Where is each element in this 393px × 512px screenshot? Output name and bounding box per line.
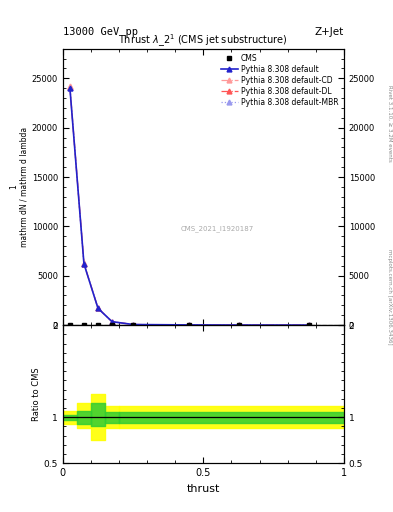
X-axis label: thrust: thrust — [187, 484, 220, 494]
Pythia 8.308 default-MBR — [68, 84, 72, 91]
Line: CMS: CMS — [68, 323, 311, 328]
Text: 13000 GeV pp: 13000 GeV pp — [63, 27, 138, 37]
CMS — [82, 322, 86, 328]
Pythia 8.308 default-DL — [307, 322, 311, 328]
Text: mcplots.cern.ch [arXiv:1306.3436]: mcplots.cern.ch [arXiv:1306.3436] — [387, 249, 392, 345]
Pythia 8.308 default-DL — [131, 322, 136, 328]
Title: Thrust $\lambda\_2^1$ (CMS jet substructure): Thrust $\lambda\_2^1$ (CMS jet substruct… — [118, 32, 288, 49]
Pythia 8.308 default — [131, 322, 136, 328]
Legend: CMS, Pythia 8.308 default, Pythia 8.308 default-CD, Pythia 8.308 default-DL, Pyt: CMS, Pythia 8.308 default, Pythia 8.308 … — [220, 52, 340, 108]
CMS — [95, 322, 100, 328]
Text: Z+Jet: Z+Jet — [315, 27, 344, 37]
Pythia 8.308 default — [307, 322, 311, 328]
Pythia 8.308 default — [236, 322, 241, 328]
Pythia 8.308 default-CD — [131, 322, 136, 328]
Pythia 8.308 default-CD — [82, 260, 86, 266]
Pythia 8.308 default-CD — [187, 322, 192, 328]
Pythia 8.308 default-DL — [82, 261, 86, 267]
Pythia 8.308 default-CD — [110, 318, 114, 325]
Line: Pythia 8.308 default: Pythia 8.308 default — [68, 86, 311, 328]
Line: Pythia 8.308 default-DL: Pythia 8.308 default-DL — [68, 84, 311, 328]
Pythia 8.308 default-CD — [307, 322, 311, 328]
Pythia 8.308 default — [110, 318, 114, 325]
Pythia 8.308 default — [95, 305, 100, 311]
Y-axis label: Ratio to CMS: Ratio to CMS — [32, 368, 41, 421]
CMS — [131, 322, 136, 328]
Pythia 8.308 default — [187, 322, 192, 328]
Pythia 8.308 default-DL — [110, 318, 114, 325]
Pythia 8.308 default-MBR — [82, 261, 86, 267]
Pythia 8.308 default-CD — [236, 322, 241, 328]
Pythia 8.308 default-MBR — [110, 318, 114, 325]
CMS — [68, 322, 72, 328]
Y-axis label: 1
mathrm dN / mathrm d lambda: 1 mathrm dN / mathrm d lambda — [9, 127, 29, 247]
Text: CMS_2021_I1920187: CMS_2021_I1920187 — [181, 225, 254, 232]
Pythia 8.308 default-CD — [95, 305, 100, 311]
Pythia 8.308 default-DL — [236, 322, 241, 328]
CMS — [236, 322, 241, 328]
Pythia 8.308 default-MBR — [187, 322, 192, 328]
Pythia 8.308 default-DL — [187, 322, 192, 328]
Pythia 8.308 default-DL — [68, 84, 72, 90]
Pythia 8.308 default-CD — [68, 83, 72, 89]
Pythia 8.308 default — [82, 261, 86, 267]
CMS — [187, 322, 192, 328]
Pythia 8.308 default-MBR — [131, 322, 136, 328]
Pythia 8.308 default-MBR — [307, 322, 311, 328]
Line: Pythia 8.308 default-CD: Pythia 8.308 default-CD — [68, 84, 311, 328]
Pythia 8.308 default — [68, 85, 72, 91]
Line: Pythia 8.308 default-MBR: Pythia 8.308 default-MBR — [68, 85, 311, 328]
Pythia 8.308 default-DL — [95, 305, 100, 311]
CMS — [110, 322, 114, 328]
Pythia 8.308 default-MBR — [95, 305, 100, 311]
Text: Rivet 3.1.10, ≥ 3.2M events: Rivet 3.1.10, ≥ 3.2M events — [387, 84, 392, 161]
Pythia 8.308 default-MBR — [236, 322, 241, 328]
CMS — [307, 322, 311, 328]
